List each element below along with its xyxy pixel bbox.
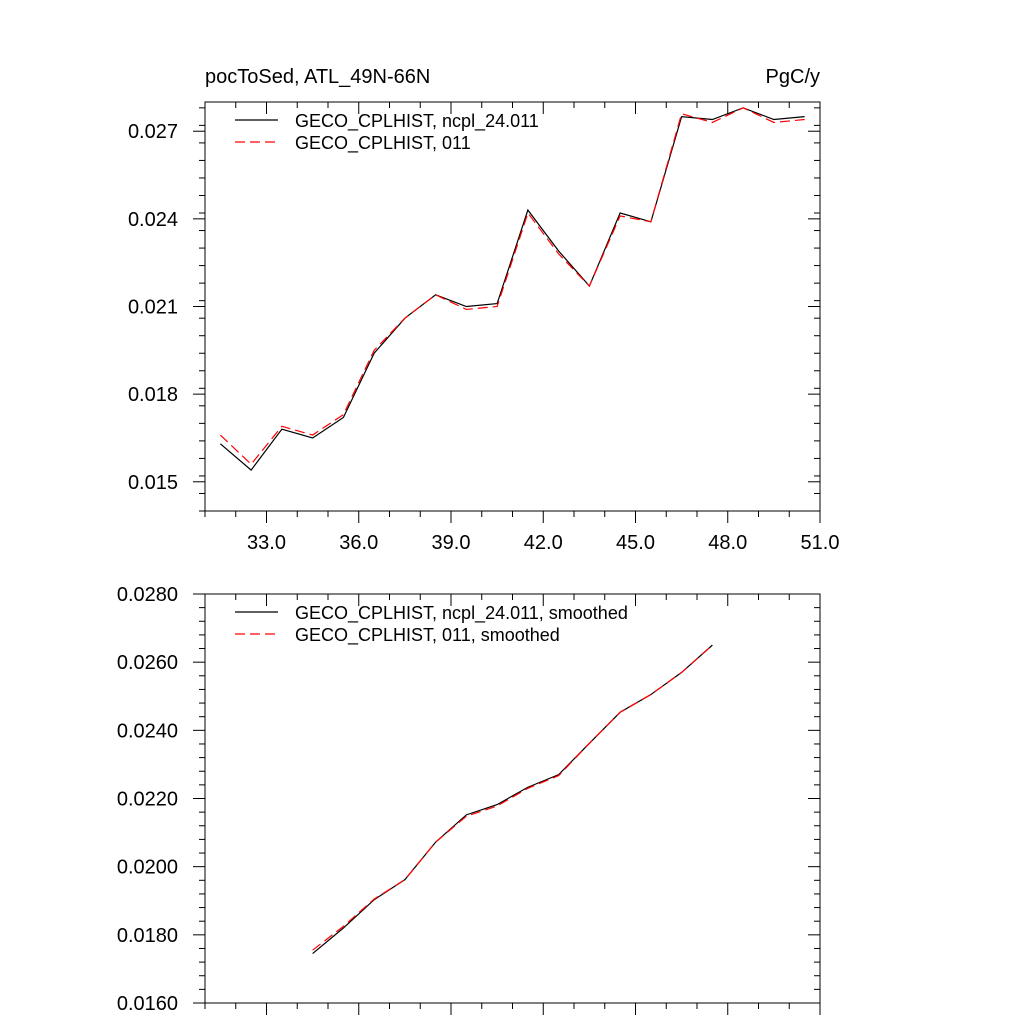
x-tick-label: 42.0 xyxy=(524,532,563,554)
y-tick-label: 0.027 xyxy=(128,121,178,143)
y-tick-label: 0.015 xyxy=(128,472,178,494)
y-tick-label: 0.0160 xyxy=(117,993,178,1015)
legend-label: GECO_CPLHIST, 011 xyxy=(295,133,471,154)
x-tick-label: 45.0 xyxy=(616,532,655,554)
y-tick-label: 0.021 xyxy=(128,297,178,319)
x-tick-label: 48.0 xyxy=(708,532,747,554)
y-tick-label: 0.0280 xyxy=(117,584,178,606)
chart-title: pocToSed, ATL_49N-66N xyxy=(205,66,430,88)
x-tick-label: 36.0 xyxy=(339,532,378,554)
y-tick-label: 0.0200 xyxy=(117,857,178,879)
legend-label: GECO_CPLHIST, ncpl_24.011, smoothed xyxy=(295,603,628,624)
y-tick-label: 0.0220 xyxy=(117,789,178,811)
bottom-series-lines xyxy=(312,644,713,955)
top-plot-frame xyxy=(204,101,821,512)
x-tick-label: 33.0 xyxy=(247,532,286,554)
y-tick-label: 0.018 xyxy=(128,384,178,406)
y-tick-label: 0.0240 xyxy=(117,720,178,742)
legend-label: GECO_CPLHIST, 011, smoothed xyxy=(295,625,560,646)
bottom-axis-ticks: 0.0160 0.0180 0.0200 0.0220 0.0240 0.0260 0.02… xyxy=(117,584,821,1015)
series-line-2 xyxy=(312,644,713,951)
series-line-1 xyxy=(312,644,713,955)
chart-units: PgC/y xyxy=(766,66,820,88)
bottom-legend: GECO_CPLHIST, ncpl_24.011, smoothedGECO_… xyxy=(235,603,628,646)
y-tick-label: 0.0260 xyxy=(117,652,178,674)
y-tick-label: 0.024 xyxy=(128,209,178,231)
x-tick-label: 39.0 xyxy=(432,532,471,554)
bottom-chart-panel: 0.0160 0.0180 0.0200 0.0220 0.0240 0.0260 0.02… xyxy=(117,584,821,1015)
top-chart-panel: pocToSed, ATL_49N-66N PgC/y 33.0 36.0 39.0… xyxy=(128,66,840,554)
top-series-lines xyxy=(219,107,805,471)
series-line-2 xyxy=(219,107,805,466)
x-tick-label: 51.0 xyxy=(801,532,840,554)
series-line-1 xyxy=(219,107,805,471)
top-axis-ticks: 33.0 36.0 39.0 42.0 45.0 48.0 51.0 0.015 0.018 0.… xyxy=(128,102,840,554)
bottom-plot-frame xyxy=(204,593,821,1004)
legend-label: GECO_CPLHIST, ncpl_24.011 xyxy=(295,111,539,132)
y-tick-label: 0.0180 xyxy=(117,925,178,947)
